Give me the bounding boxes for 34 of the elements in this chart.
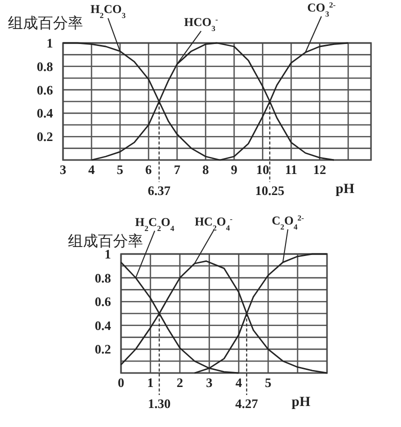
y-tick-label: 1 xyxy=(46,36,53,50)
x-tick-label: 3 xyxy=(60,162,67,177)
y-axis-title: 组成百分率 xyxy=(8,14,83,32)
y-tick-label: 0.6 xyxy=(36,82,54,98)
y-tick-label: 0.8 xyxy=(36,58,54,74)
x-tick-label: 4 xyxy=(88,162,96,177)
x-tick-label: 3 xyxy=(206,375,214,390)
x-tick-label: 6 xyxy=(145,162,152,177)
y-tick-label: 0.2 xyxy=(36,129,53,144)
x-tick-label: 12 xyxy=(313,162,326,177)
text: H$_{2}$C$_{2}$O$_{4}$ xyxy=(135,214,174,232)
x-tick-label: 4 xyxy=(235,375,242,390)
ref-line-label: 10.25 xyxy=(255,183,285,198)
ref-line-label: 1.30 xyxy=(148,396,171,411)
x-tick-label: 1 xyxy=(147,375,154,390)
y-tick-label: 0.8 xyxy=(94,270,112,286)
y-tick-label: 0.6 xyxy=(94,294,112,310)
ref-line-label: 6.37 xyxy=(148,183,171,198)
x-tick-label: 2 xyxy=(176,375,184,390)
x-tick-label: 5 xyxy=(116,162,124,177)
x-tick-label: 7 xyxy=(174,162,181,177)
y-tick-label: 0.2 xyxy=(94,342,111,357)
x-tick-label: 11 xyxy=(285,162,298,177)
x-tick-label: 5 xyxy=(264,375,272,390)
x-axis-title: pH xyxy=(292,395,310,410)
x-tick-label: 10 xyxy=(256,162,270,177)
x-axis-title: pH xyxy=(336,182,354,197)
y-tick-label: 0.4 xyxy=(94,318,112,333)
x-tick-label: 8 xyxy=(202,162,210,177)
ref-line-label: 4.27 xyxy=(235,396,259,411)
x-tick-label: 9 xyxy=(230,162,238,177)
x-tick-label: 0 xyxy=(118,375,124,390)
text: H$_{2}$CO$_{3}$ xyxy=(90,2,126,20)
y-tick-label: 0.4 xyxy=(36,106,54,121)
